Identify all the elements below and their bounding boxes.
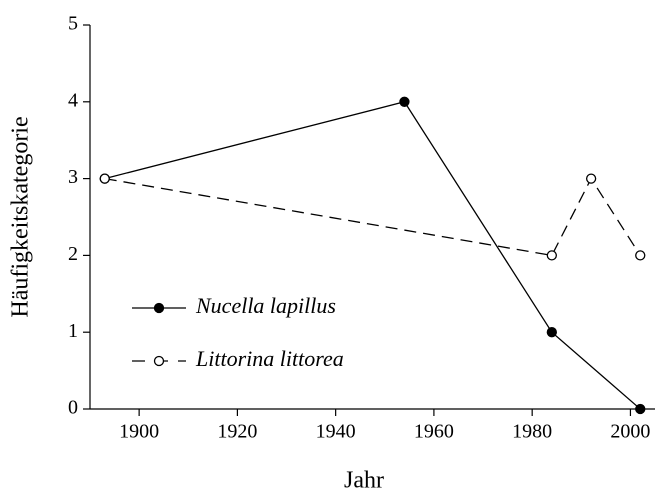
data-point bbox=[546, 250, 557, 261]
data-point bbox=[635, 250, 646, 261]
x-axis-label: Jahr bbox=[344, 468, 384, 494]
legend-label: Nucella lapillus bbox=[195, 293, 336, 318]
y-tick-label: 4 bbox=[68, 89, 78, 111]
x-tick-label: 1980 bbox=[512, 421, 552, 443]
x-tick-label: 1940 bbox=[316, 421, 356, 443]
data-point bbox=[546, 327, 557, 338]
x-tick-label: 2000 bbox=[610, 421, 650, 443]
series-line bbox=[104, 101, 641, 410]
x-tick-label: 1920 bbox=[217, 421, 257, 443]
data-point bbox=[635, 403, 646, 415]
x-tick-label: 1960 bbox=[414, 421, 454, 443]
legend-marker bbox=[153, 355, 165, 367]
data-point bbox=[99, 173, 110, 184]
series-line bbox=[104, 177, 641, 257]
legend-label: Littorina littorea bbox=[195, 346, 344, 371]
y-tick-label: 2 bbox=[68, 243, 78, 265]
y-tick-label: 3 bbox=[68, 166, 78, 188]
y-tick-label: 5 bbox=[68, 13, 78, 35]
y-tick-label: 1 bbox=[68, 320, 78, 342]
x-tick-label: 1900 bbox=[119, 421, 159, 443]
data-point bbox=[585, 173, 597, 184]
data-point bbox=[399, 96, 410, 107]
y-axis-label: Häufigkeitskategorie bbox=[8, 116, 34, 317]
legend-marker bbox=[153, 302, 165, 314]
y-tick-label: 0 bbox=[68, 397, 78, 419]
